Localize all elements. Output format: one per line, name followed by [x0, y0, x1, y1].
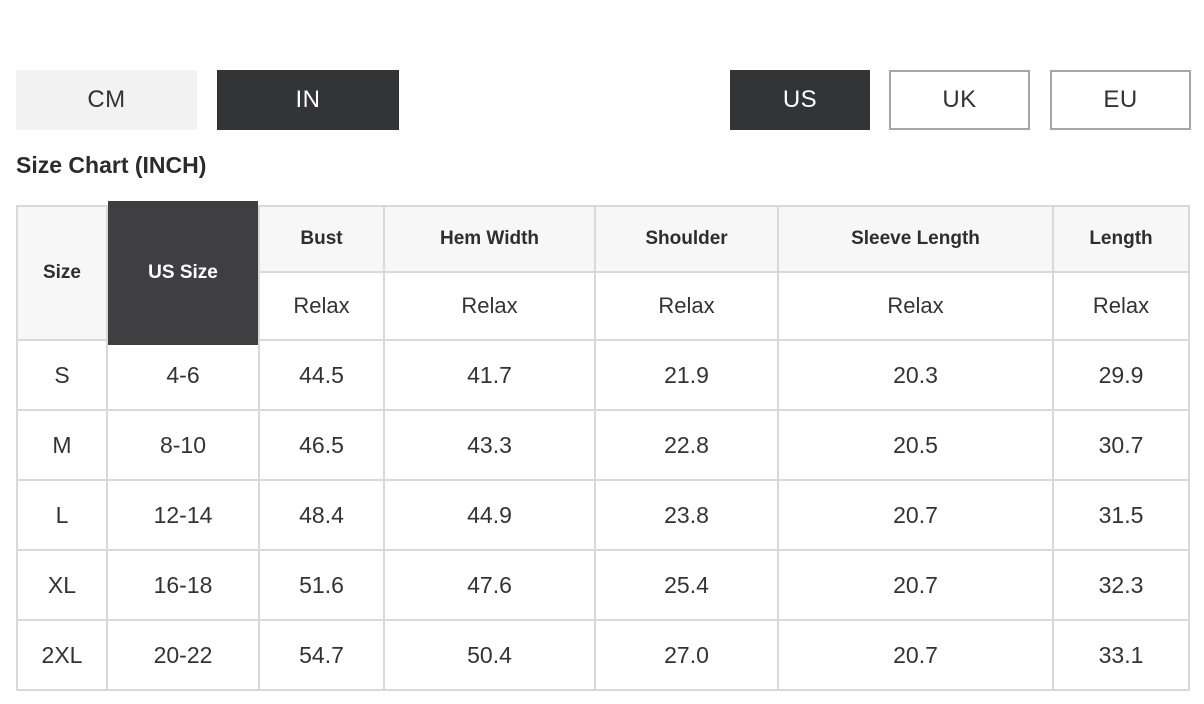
cell-size: XL	[18, 551, 106, 619]
cell-bust: 46.5	[260, 411, 383, 479]
cell-us-size: 12-14	[108, 481, 258, 549]
cell-sleeve-length: 20.7	[779, 551, 1052, 619]
fit-cell-sleeve-length: Relax	[779, 273, 1052, 339]
cell-bust: 48.4	[260, 481, 383, 549]
region-toggle-us[interactable]: US	[730, 70, 870, 130]
cell-hem-width: 41.7	[385, 341, 594, 409]
column-header-bust: Bust	[260, 207, 383, 271]
unit-toggle-in[interactable]: IN	[217, 70, 399, 130]
cell-sleeve-length: 20.7	[779, 481, 1052, 549]
cell-us-size: 4-6	[108, 341, 258, 409]
region-toggle-eu[interactable]: EU	[1050, 70, 1191, 130]
unit-toggle-cm[interactable]: CM	[16, 70, 197, 130]
cell-size: L	[18, 481, 106, 549]
cell-hem-width: 47.6	[385, 551, 594, 619]
cell-length: 29.9	[1054, 341, 1188, 409]
cell-length: 33.1	[1054, 621, 1188, 689]
cell-shoulder: 22.8	[596, 411, 777, 479]
cell-sleeve-length: 20.7	[779, 621, 1052, 689]
column-header-shoulder: Shoulder	[596, 207, 777, 271]
cell-hem-width: 44.9	[385, 481, 594, 549]
cell-bust: 44.5	[260, 341, 383, 409]
fit-cell-length: Relax	[1054, 273, 1188, 339]
cell-length: 32.3	[1054, 551, 1188, 619]
cell-hem-width: 50.4	[385, 621, 594, 689]
column-header-length: Length	[1054, 207, 1188, 271]
column-header-size: Size	[18, 207, 106, 339]
cell-size: M	[18, 411, 106, 479]
cell-length: 30.7	[1054, 411, 1188, 479]
page-title: Size Chart (INCH)	[16, 152, 207, 178]
cell-bust: 54.7	[260, 621, 383, 689]
cell-shoulder: 25.4	[596, 551, 777, 619]
fit-cell-shoulder: Relax	[596, 273, 777, 339]
cell-us-size: 8-10	[108, 411, 258, 479]
cell-shoulder: 21.9	[596, 341, 777, 409]
cell-us-size: 20-22	[108, 621, 258, 689]
cell-sleeve-length: 20.5	[779, 411, 1052, 479]
cell-shoulder: 27.0	[596, 621, 777, 689]
column-header-us-size: US Size	[108, 201, 258, 345]
cell-us-size: 16-18	[108, 551, 258, 619]
fit-cell-hem-width: Relax	[385, 273, 594, 339]
region-toggle-uk[interactable]: UK	[889, 70, 1030, 130]
cell-shoulder: 23.8	[596, 481, 777, 549]
cell-hem-width: 43.3	[385, 411, 594, 479]
cell-sleeve-length: 20.3	[779, 341, 1052, 409]
size-chart-table: Size US Size Bust Hem Width Shoulder Sle…	[16, 201, 1190, 691]
fit-cell-bust: Relax	[260, 273, 383, 339]
column-header-sleeve-length: Sleeve Length	[779, 207, 1052, 271]
cell-size: 2XL	[18, 621, 106, 689]
cell-size: S	[18, 341, 106, 409]
column-header-hem-width: Hem Width	[385, 207, 594, 271]
cell-bust: 51.6	[260, 551, 383, 619]
cell-length: 31.5	[1054, 481, 1188, 549]
